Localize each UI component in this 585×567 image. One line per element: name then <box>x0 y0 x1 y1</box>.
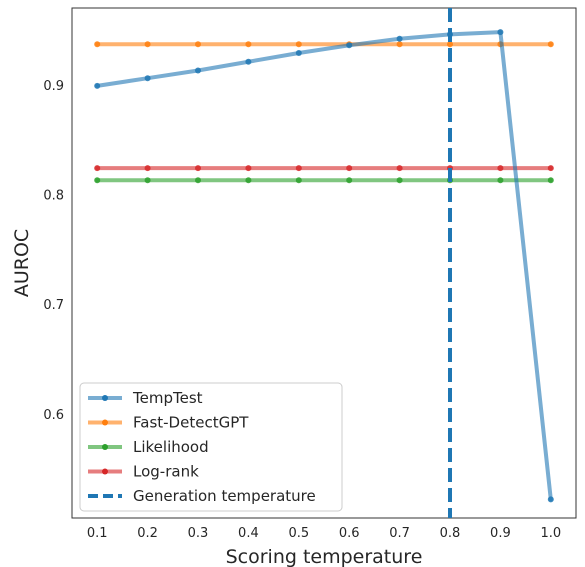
data-point-temptest <box>547 496 554 503</box>
legend-label: Log-rank <box>133 463 199 481</box>
data-point-likelihood <box>144 177 151 184</box>
data-point-likelihood <box>195 177 201 184</box>
legend-marker <box>102 468 108 475</box>
x-tick-label: 1.0 <box>540 526 561 541</box>
x-tick-label: 0.8 <box>440 526 461 541</box>
data-point-temptest <box>396 35 403 42</box>
data-point-log-rank <box>144 165 151 172</box>
series-fast-detectgpt <box>94 41 554 48</box>
legend-item-fast-detectgpt: Fast-DetectGPT <box>88 414 249 432</box>
data-point-log-rank <box>245 165 252 172</box>
data-point-temptest <box>497 29 504 36</box>
legend-marker <box>102 444 108 450</box>
y-axis-label: AUROC <box>11 229 33 297</box>
legend-item-log-rank: Log-rank <box>88 463 199 481</box>
data-point-fast-detectgpt <box>295 41 302 48</box>
x-tick-label: 0.7 <box>389 526 410 541</box>
data-point-fast-detectgpt <box>144 41 151 48</box>
data-point-likelihood <box>295 177 302 184</box>
legend-label: Generation temperature <box>133 487 316 505</box>
x-tick-label: 0.6 <box>339 526 360 541</box>
legend-item-generation-temperature: Generation temperature <box>88 487 316 505</box>
data-point-log-rank <box>346 165 353 172</box>
legend-label: Fast-DetectGPT <box>133 414 249 432</box>
series-log-rank <box>94 165 554 172</box>
data-point-likelihood <box>346 177 353 184</box>
x-tick-label: 0.3 <box>188 526 209 541</box>
data-point-fast-detectgpt <box>195 41 201 48</box>
y-tick-label: 0.8 <box>43 188 64 203</box>
data-point-temptest <box>195 67 201 74</box>
x-tick-label: 0.1 <box>87 526 108 541</box>
data-point-log-rank <box>497 165 504 172</box>
data-point-temptest <box>245 58 252 65</box>
x-axis-label: Scoring temperature <box>226 546 423 567</box>
plot-area-frame <box>71 7 577 519</box>
x-tick-label: 0.2 <box>137 526 158 541</box>
legend-marker <box>102 395 108 401</box>
data-point-temptest <box>144 75 151 82</box>
legend-label: Likelihood <box>133 438 209 456</box>
y-tick-label: 0.6 <box>43 408 64 423</box>
data-point-likelihood <box>497 177 504 184</box>
data-point-log-rank <box>195 165 201 172</box>
y-tick-label: 0.9 <box>43 79 64 94</box>
data-point-temptest <box>295 49 302 56</box>
data-point-fast-detectgpt <box>245 41 252 48</box>
series-likelihood <box>94 177 554 184</box>
legend-marker <box>102 419 108 426</box>
x-axis-ticks: 0.1 0.2 0.3 0.4 0.5 0.6 0.7 0.8 0.9 1.0 <box>87 526 561 541</box>
data-point-fast-detectgpt <box>447 41 453 48</box>
legend-box <box>79 382 343 512</box>
data-point-log-rank <box>94 165 101 172</box>
data-point-likelihood <box>245 177 252 184</box>
x-tick-label: 0.5 <box>288 526 309 541</box>
x-tick-label: 0.4 <box>238 526 259 541</box>
data-point-log-rank <box>547 165 554 172</box>
series-layer <box>94 29 554 503</box>
x-tick-label: 0.9 <box>490 526 511 541</box>
data-point-log-rank <box>396 165 403 172</box>
legend-item-likelihood: Likelihood <box>88 438 209 456</box>
legend: TempTest Fast-DetectGPT Likelihood Log-rank… <box>79 382 343 512</box>
y-axis-ticks: 0.6 0.7 0.8 0.9 <box>43 79 64 423</box>
data-point-fast-detectgpt <box>94 41 101 48</box>
data-point-likelihood <box>396 177 403 184</box>
legend-label: TempTest <box>132 389 203 407</box>
data-point-temptest <box>346 42 353 49</box>
data-point-likelihood <box>547 177 554 184</box>
data-point-fast-detectgpt <box>396 41 403 48</box>
series-line-temptest <box>95 30 553 502</box>
data-point-likelihood <box>94 177 101 184</box>
legend-item-temptest: TempTest <box>88 389 203 407</box>
data-point-fast-detectgpt <box>547 41 554 48</box>
y-tick-label: 0.7 <box>43 298 64 313</box>
data-point-log-rank <box>295 165 302 172</box>
data-point-temptest <box>94 82 101 89</box>
